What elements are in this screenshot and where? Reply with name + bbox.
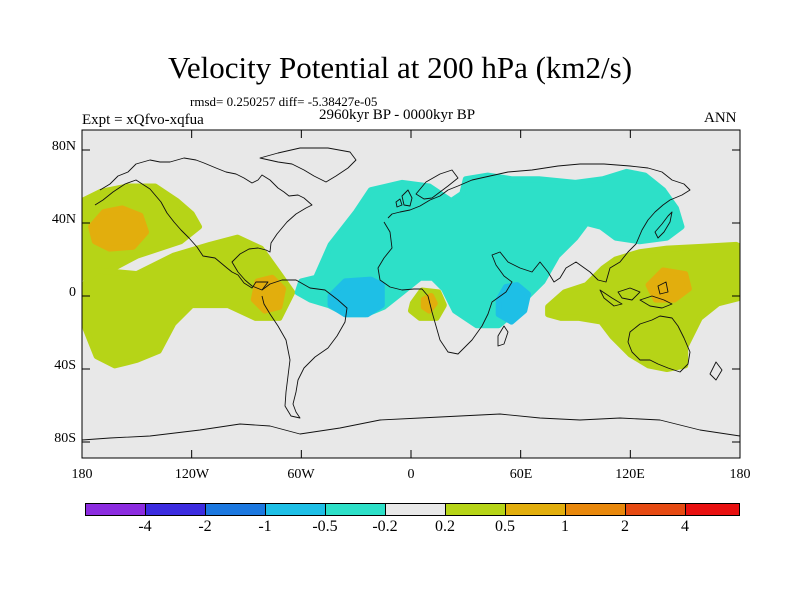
south-america-coast <box>261 279 348 419</box>
colorbar-box-1 <box>85 503 146 516</box>
maritime-continent-positive-region <box>545 241 740 372</box>
axis-ticks <box>81 130 741 458</box>
colorbar-label-2: -2 <box>198 518 212 535</box>
lat-label-80s: 80S <box>54 431 76 446</box>
lat-label-80n: 80N <box>51 139 76 154</box>
colorbar-box-7 <box>445 503 506 516</box>
colorbar-box-10 <box>625 503 686 516</box>
lon-label-0: 0 <box>407 467 415 482</box>
lat-label-40n: 40N <box>51 212 76 227</box>
colorbar-box-3 <box>205 503 266 516</box>
tropical-east-pacific-positive-region <box>82 234 296 369</box>
lon-label-180w: 180 <box>71 467 93 482</box>
panama-core-region <box>250 274 287 314</box>
colorbar-box-9 <box>565 503 626 516</box>
maritime-continent-core-region <box>645 267 692 303</box>
colorbar-box-5 <box>325 503 386 516</box>
north-pacific-core-region <box>88 205 149 252</box>
greenland-coast <box>259 147 357 183</box>
colorbar-label-10: 4 <box>681 518 689 535</box>
indonesia-coast <box>599 281 673 309</box>
colorbar-label-7: 0.5 <box>495 518 515 535</box>
australia-coast <box>627 315 691 373</box>
lat-label-0: 0 <box>69 285 76 300</box>
lon-label-120e: 120E <box>615 467 645 482</box>
colorbar-label-4: -0.5 <box>312 518 338 535</box>
lon-label-120w: 120W <box>174 467 210 482</box>
madagascar-coast <box>497 325 509 347</box>
colorbar-label-8: 1 <box>561 518 569 535</box>
coastlines <box>82 147 740 441</box>
lon-label-60w: 60W <box>287 467 315 482</box>
atlantic-core-region <box>327 276 385 318</box>
colorbar-label-1: -4 <box>138 518 152 535</box>
japan-coast <box>654 211 673 239</box>
colorbar-label-6: 0.2 <box>435 518 455 535</box>
period-label: 2960kyr BP - 0000kyr BP <box>319 107 476 123</box>
colorbar-label-3: -1 <box>258 518 272 535</box>
colorbar-box-2 <box>145 503 206 516</box>
southwest-africa-core-region <box>420 293 438 314</box>
lon-label-60e: 60E <box>509 467 533 482</box>
scandinavia-coast <box>415 169 459 200</box>
colorbar-label-9: 2 <box>621 518 629 535</box>
atlantic-eurasia-negative-region <box>294 168 685 329</box>
chart-title: Velocity Potential at 200 hPa (km2/s) <box>167 50 633 85</box>
new-zealand-coast <box>709 361 723 381</box>
lon-label-180e: 180 <box>729 467 751 482</box>
season-label: ANN <box>704 110 737 126</box>
colorbar-box-8 <box>505 503 566 516</box>
velocity-potential-field <box>82 168 740 372</box>
experiment-label: Expt = xQfvo-xqfua <box>82 112 204 128</box>
lat-label-40s: 40S <box>54 358 76 373</box>
europe-africa-asia-coast <box>377 163 691 355</box>
antarctica-coast <box>82 413 740 441</box>
colorbar-label-5: -0.2 <box>372 518 398 535</box>
colorbar-box-4 <box>265 503 326 516</box>
colorbar-box-11 <box>685 503 740 516</box>
north-america-coast <box>94 157 313 291</box>
colorbar-box-6 <box>385 503 446 516</box>
east-africa-core-region <box>495 282 531 325</box>
stats-text: rmsd= 0.250257 diff= -5.38427e-05 <box>190 94 378 109</box>
british-isles-coast <box>395 189 413 208</box>
